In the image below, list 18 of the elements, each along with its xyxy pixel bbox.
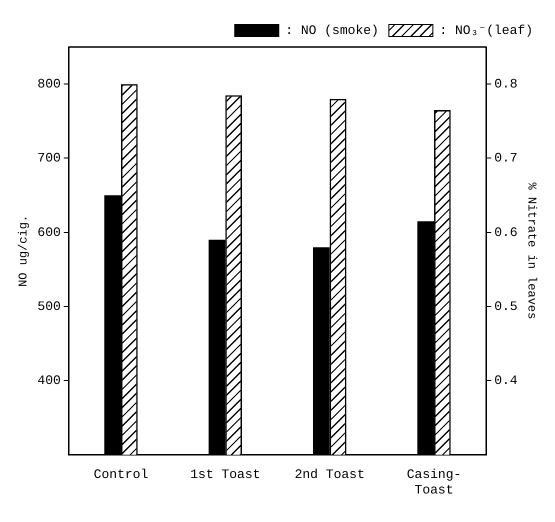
y2-tick-label: 0.5 — [494, 298, 518, 314]
y2-tick-label: 0.7 — [494, 150, 518, 166]
y-tick-label: 400 — [37, 373, 61, 388]
y-tick-label: 600 — [37, 224, 61, 240]
x-tick-label: Control — [94, 467, 148, 482]
y-tick-label: 700 — [37, 150, 61, 166]
y-tick-label: 500 — [37, 298, 61, 314]
x-tick-label: Casing- Toast — [406, 467, 462, 498]
y-tick-label: 800 — [37, 76, 61, 92]
y2-tick-label: 0.6 — [494, 224, 518, 240]
y2-tick-label: 0.4 — [494, 373, 518, 388]
legend-label: : NO₃⁻(leaf) — [439, 22, 533, 38]
x-tick-label: 1st Toast — [190, 467, 260, 482]
y2-axis-title: % Nitrate in leaves — [524, 182, 539, 320]
y2-tick-label: 0.8 — [494, 76, 518, 92]
y-axis-title: NO ug/cig. — [16, 214, 30, 287]
legend-label: : NO (smoke) — [285, 22, 379, 38]
x-tick-label: 2nd Toast — [294, 467, 365, 482]
